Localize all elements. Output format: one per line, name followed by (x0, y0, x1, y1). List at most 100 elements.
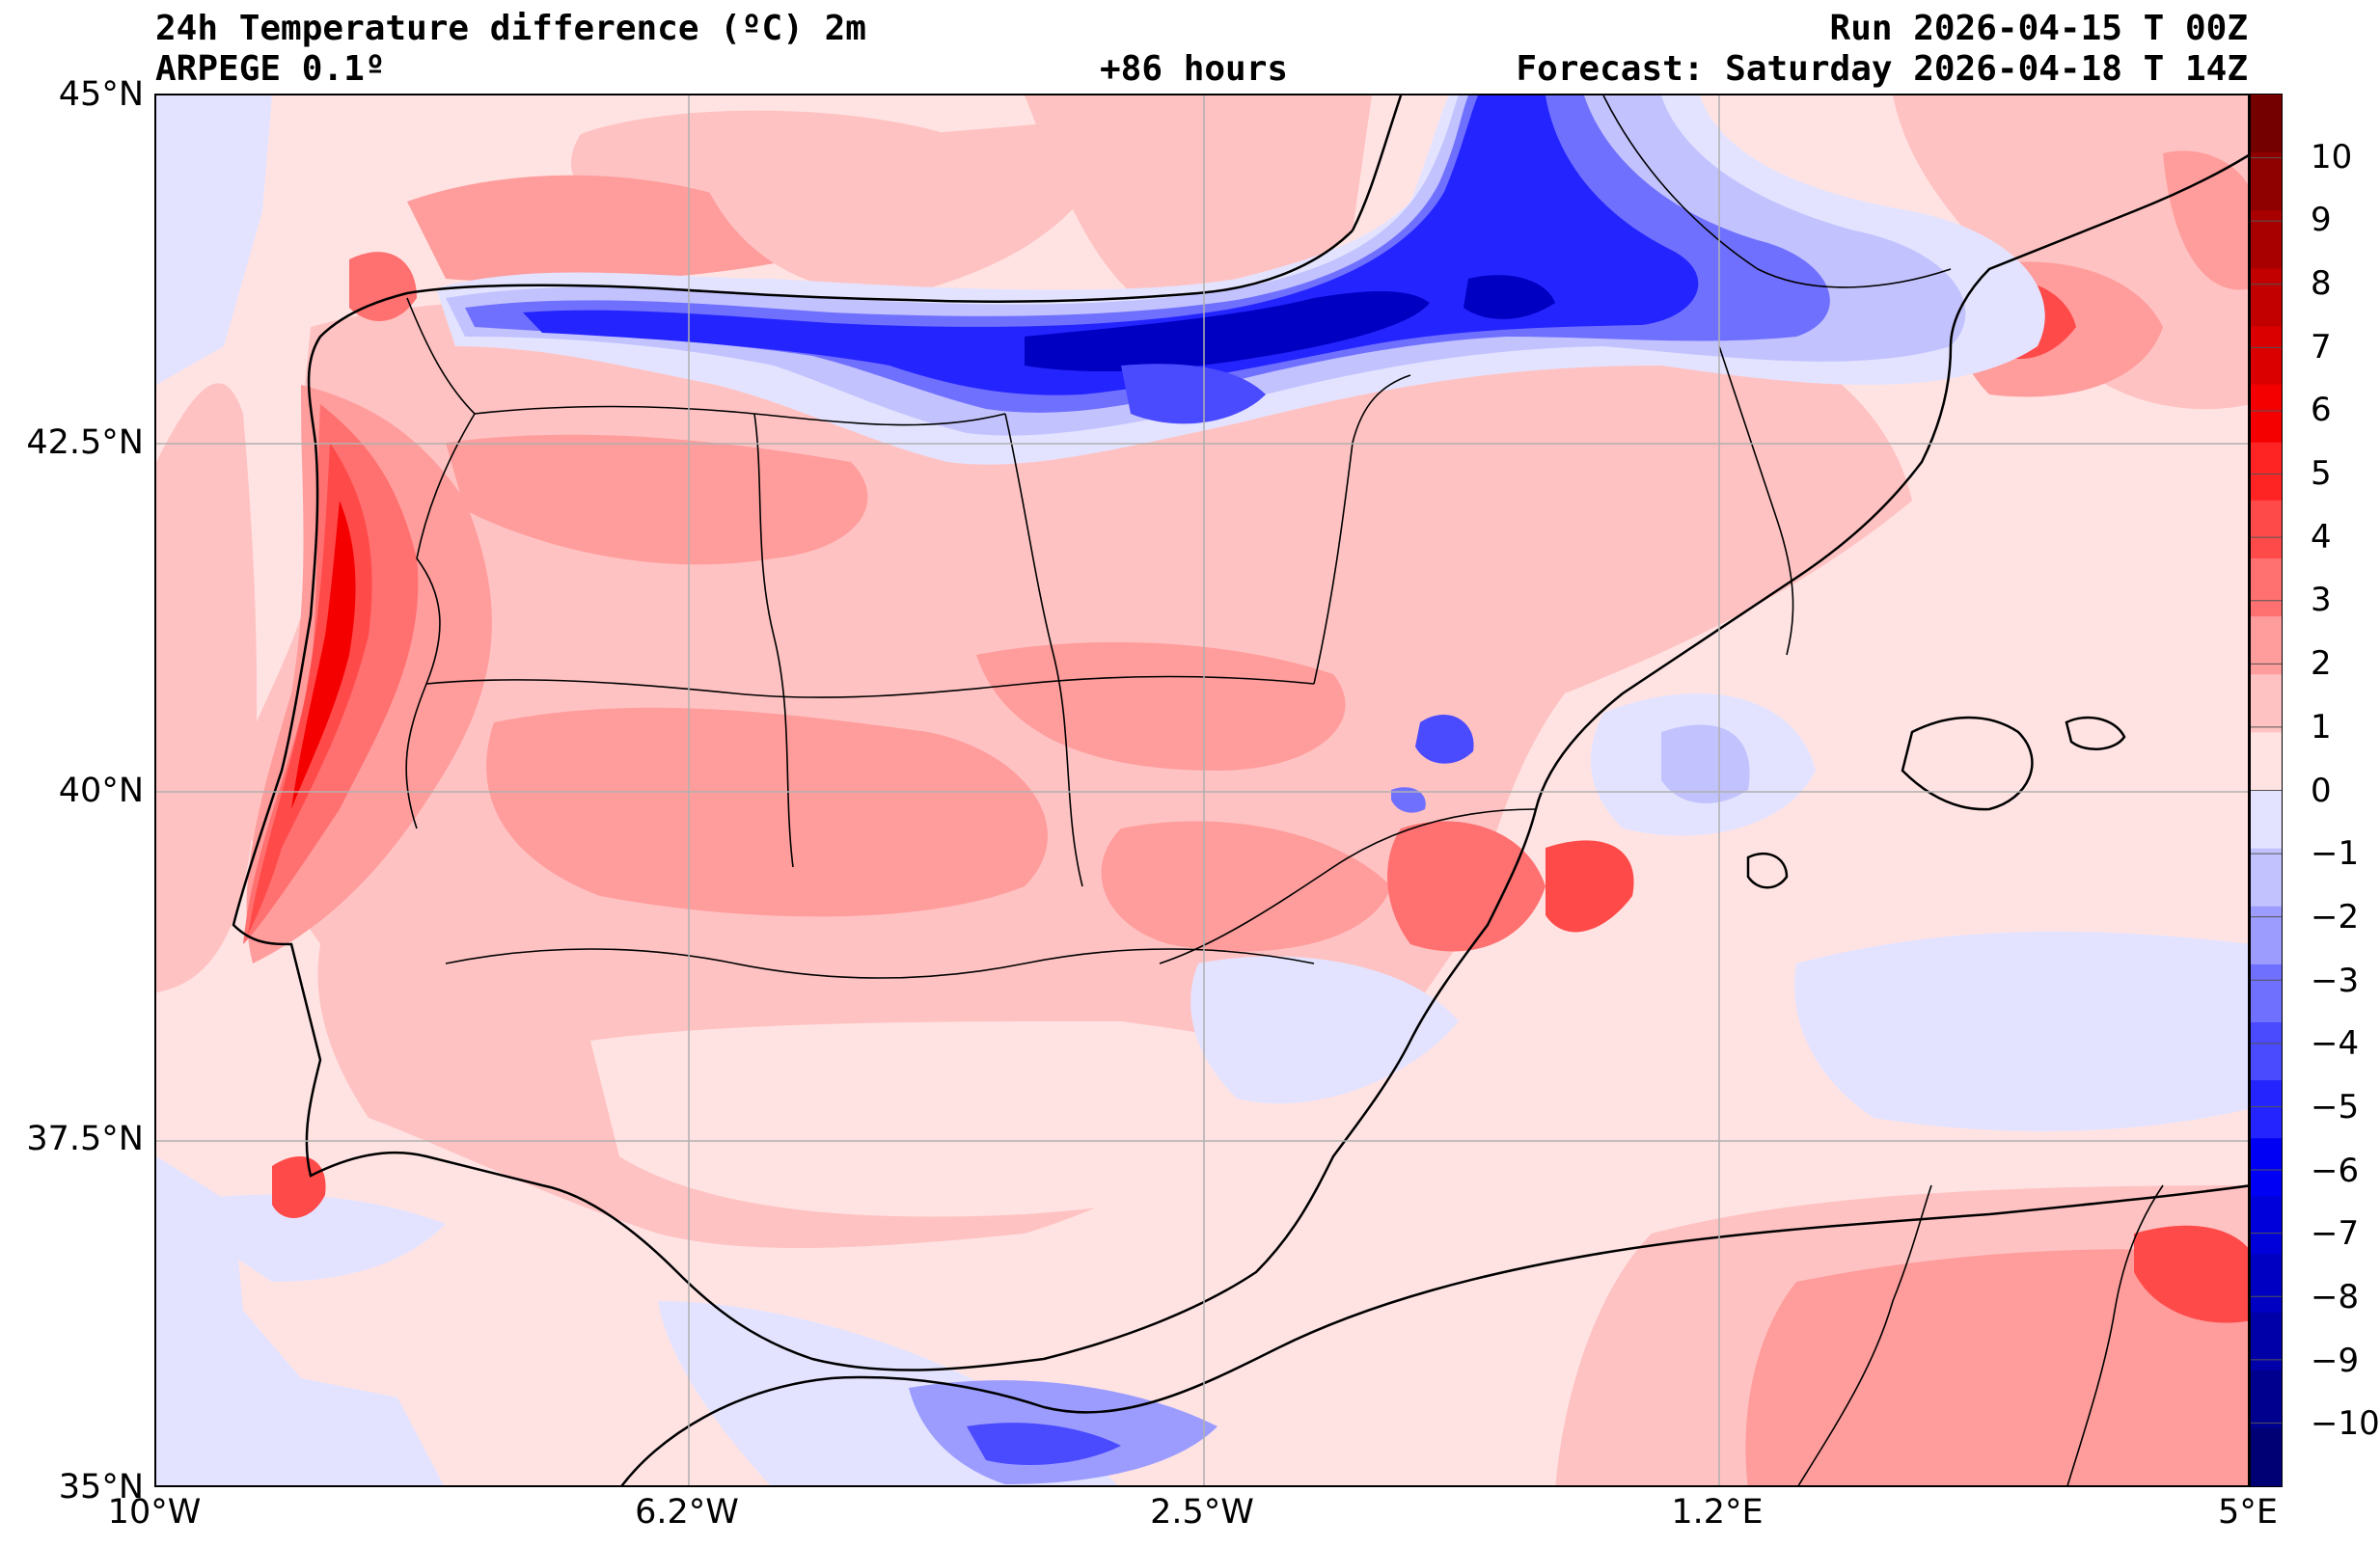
border-galicia (406, 297, 477, 559)
cadiz-cool-patch (156, 1194, 446, 1282)
coastlines (232, 95, 2248, 1485)
border-north-africa-east (2066, 1184, 2164, 1485)
border-castilla-east (1004, 413, 1083, 887)
colorbar-label: 10 (2311, 137, 2353, 176)
colorbar-label: −7 (2311, 1214, 2360, 1254)
central-west-warm (486, 707, 1048, 917)
north-africa-coastline (620, 1184, 2248, 1485)
biscay-east-warm (697, 115, 1121, 293)
cuenca-cold-spot (1391, 787, 1426, 813)
provence-warm (2163, 150, 2248, 290)
central-warm-patch (976, 641, 1346, 771)
mediterranean-cooler-patch (1661, 724, 1750, 803)
colorbar-segment (2251, 384, 2282, 444)
french-atlantic-coastline (1351, 95, 1403, 231)
colorbar-segment (2251, 790, 2282, 850)
colorbar-label: −4 (2311, 1024, 2360, 1064)
colorbar-label: −2 (2311, 897, 2360, 936)
colorbar-label: −1 (2311, 834, 2360, 874)
colorbar-segment (2251, 732, 2282, 791)
colorbar-segment (2251, 558, 2282, 617)
colorbar-label: −3 (2311, 961, 2360, 1000)
border-catalonia (1718, 345, 1794, 656)
colorbar (2250, 94, 2283, 1487)
colorbar-label: −8 (2311, 1277, 2360, 1316)
atlantic-negative-region (156, 95, 272, 385)
colorbar-label: 2 (2311, 644, 2332, 684)
temperature-difference-map (156, 95, 2248, 1485)
colorbar-segment (2251, 95, 2282, 153)
pyrenees-east-cold-core (1464, 275, 1555, 319)
lat-label-40n: 40°N (58, 772, 144, 810)
border-central (425, 675, 1315, 698)
lat-label-37-5n: 37.5°N (26, 1120, 144, 1158)
south-spain-neutral (590, 1021, 1410, 1217)
border-valencia (1159, 808, 1537, 964)
colorbar-segment (2251, 1370, 2282, 1429)
border-portugal-east (405, 557, 441, 829)
colorbar-label: 6 (2311, 391, 2332, 430)
colorbar-label: 4 (2311, 517, 2332, 556)
north-africa-warmer (1745, 1249, 2248, 1485)
colorbar-segment (2251, 1427, 2282, 1486)
valencia-warm-patch (1387, 821, 1546, 952)
colorbar-segment (2251, 848, 2282, 908)
lat-label-35n: 35°N (58, 1468, 144, 1506)
colorbar-label: −10 (2311, 1404, 2380, 1444)
lon-label-10w: 10°W (107, 1493, 202, 1532)
colorbar-label: 8 (2311, 264, 2332, 304)
colorbar-label: 1 (2311, 707, 2332, 746)
colorbar-segment (2251, 1080, 2282, 1139)
galicia-warm-spot (349, 252, 417, 321)
colorbar-label: −5 (2311, 1087, 2360, 1126)
border-aragon (1313, 374, 1411, 685)
ibiza-coastline (1746, 852, 1789, 889)
admin-borders (405, 95, 2164, 1485)
colorbar-segment (2251, 326, 2282, 386)
colorbar-label: −9 (2311, 1341, 2360, 1380)
colorbar-segment (2251, 1196, 2282, 1255)
border-france (1602, 95, 1952, 288)
colorbar-segment (2251, 500, 2282, 559)
lon-label-2-5w: 2.5°W (1150, 1493, 1254, 1532)
colorbar-segment (2251, 1254, 2282, 1314)
colorbar-segment (2251, 616, 2282, 675)
border-north-interior (474, 405, 1006, 426)
algarve-warm-spot (272, 1156, 326, 1218)
lat-label-42-5n: 42.5°N (26, 423, 144, 462)
lon-label-1-2e: 1.2°E (1671, 1493, 1764, 1532)
border-andalusia-north (445, 948, 1315, 979)
colorbar-label: 9 (2311, 201, 2332, 240)
border-north-africa (1797, 1184, 1932, 1485)
lon-label-6-2w: 6.2°W (635, 1493, 739, 1532)
teruel-cold-spot (1415, 714, 1474, 764)
iberian-coastline (232, 153, 2248, 1371)
alboran-colder (967, 1423, 1121, 1465)
pyrenees-cold-core (1025, 291, 1430, 372)
balearic-south-cool (1794, 931, 2248, 1131)
forecast-label: Forecast: Saturday 2026-04-18 T 14Z (1516, 49, 2248, 89)
colorbar-segment (2251, 674, 2282, 733)
colorbar-segment (2251, 442, 2282, 502)
southcentral-warm-patch (1101, 821, 1391, 952)
menorca-coastline (2065, 716, 2126, 751)
colorbar-segment (2251, 963, 2282, 1023)
biscay-southeast-warm (1025, 95, 1372, 310)
model-label: ARPEGE 0.1º (155, 49, 386, 89)
colorbar-segment (2251, 210, 2282, 269)
border-castilla-west (753, 413, 794, 868)
portugal-hot-core (291, 501, 356, 809)
mallorca-coastline (1901, 716, 2034, 811)
northwest-interior-warm (446, 434, 868, 565)
valencia-coast-warm (1546, 840, 1634, 933)
atlantic-warm-tongue (156, 383, 258, 992)
map-panel (154, 94, 2250, 1487)
colorbar-label: 3 (2311, 581, 2332, 620)
colorbar-segment (2251, 906, 2282, 965)
colorbar-label: 5 (2311, 454, 2332, 494)
colorbar-label: −6 (2311, 1151, 2360, 1190)
colorbar-segment (2251, 1138, 2282, 1197)
gridlines (156, 95, 2248, 1485)
colorbar-segment (2251, 1312, 2282, 1371)
run-label: Run 2026-04-15 T 00Z (1829, 9, 2248, 48)
